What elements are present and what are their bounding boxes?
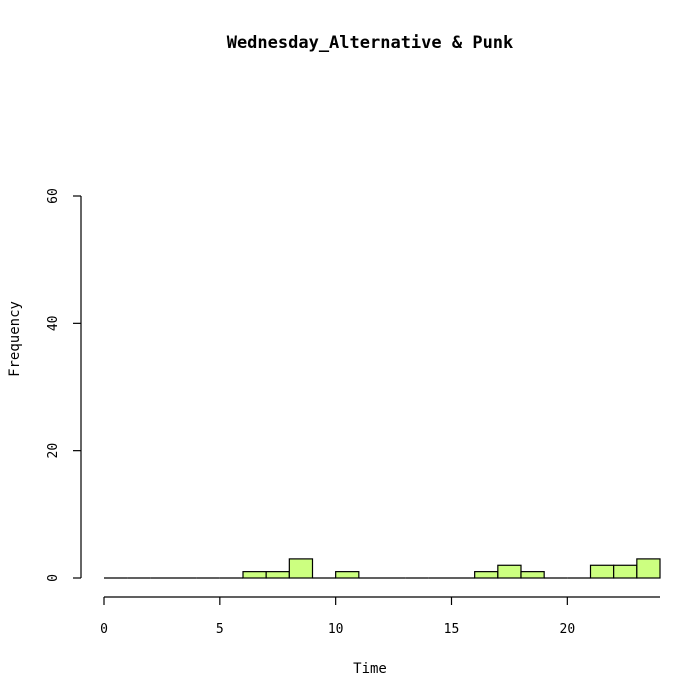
y-tick-label: 20 (46, 443, 61, 459)
histogram-bar (474, 571, 499, 579)
y-axis-label: Frequency (7, 301, 23, 377)
histogram-bar (265, 571, 290, 579)
histogram-bar (520, 571, 545, 579)
bars-layer (104, 558, 661, 579)
x-tick-label: 0 (100, 622, 108, 637)
histogram-bar (497, 564, 522, 579)
y-tick-label: 40 (46, 316, 61, 332)
histogram-bar (636, 558, 661, 579)
y-tick-label: 0 (46, 574, 61, 582)
x-tick-label: 5 (216, 622, 224, 637)
y-tick-label: 60 (46, 188, 61, 204)
histogram-bar (613, 564, 638, 579)
histogram-bar (242, 571, 267, 579)
histogram-bar (288, 558, 314, 579)
histogram-bar (589, 564, 615, 579)
x-tick-label: 20 (560, 622, 576, 637)
x-axis-label: Time (353, 661, 387, 677)
x-tick-label: 15 (444, 622, 460, 637)
x-tick-label: 10 (328, 622, 344, 637)
chart-title: Wednesday_Alternative & Punk (227, 33, 514, 53)
x-axis: 0 5 10 15 20 (100, 596, 660, 637)
histogram-bar (335, 571, 360, 579)
y-axis: 0 20 40 60 (46, 188, 82, 582)
